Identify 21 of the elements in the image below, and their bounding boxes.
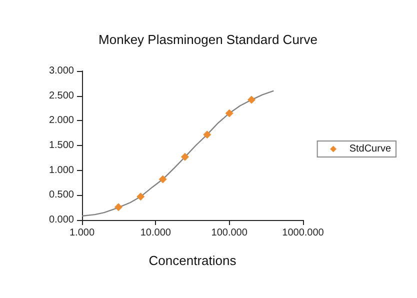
y-tick-label: 0.000 [48,214,74,226]
y-tick-label: 2.500 [48,90,74,102]
point [180,152,189,161]
x-tick-label: 1.000 [69,228,95,238]
y-tick-label: 1.000 [48,164,74,176]
legend-label: StdCurve [349,144,392,154]
chart-title: Monkey Plasminogen Standard Curve [98,32,318,47]
x-tick-label: 1000.000 [282,228,324,238]
x-axis-title: Concentrations [148,253,237,268]
point [114,203,122,212]
point [136,192,145,201]
y-tick-label: 1.500 [48,140,74,151]
y-tick-label: 3.000 [48,66,74,76]
point [203,130,212,139]
point [225,109,234,118]
y-tick-label: 0.500 [48,190,74,201]
x-tick-label: 10.000 [140,228,172,238]
point [158,175,167,184]
y-tick-label: 2.000 [48,115,74,126]
x-tick-label: 100.000 [211,228,248,238]
point [248,96,256,104]
